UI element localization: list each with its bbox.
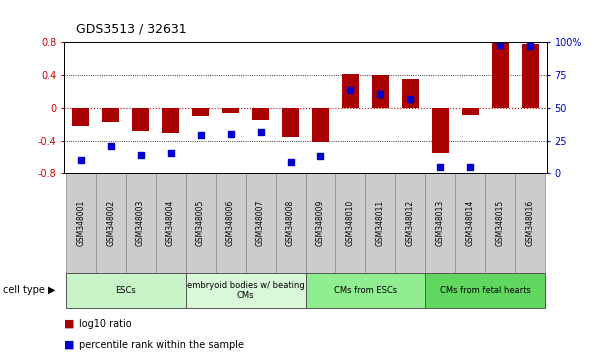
Bar xyxy=(395,173,425,273)
Text: GSM348014: GSM348014 xyxy=(466,200,475,246)
Bar xyxy=(133,108,149,131)
Bar xyxy=(515,173,546,273)
Point xyxy=(285,159,295,165)
Bar xyxy=(402,79,419,108)
Point xyxy=(225,131,235,137)
Point xyxy=(376,91,386,96)
Bar xyxy=(65,173,96,273)
Bar xyxy=(186,273,306,308)
Text: GSM348012: GSM348012 xyxy=(406,200,415,246)
Bar xyxy=(372,75,389,108)
Point xyxy=(106,143,115,149)
Bar xyxy=(192,108,209,116)
Bar xyxy=(282,108,299,137)
Bar xyxy=(276,173,306,273)
Bar xyxy=(425,273,546,308)
Bar xyxy=(96,173,126,273)
Text: ■: ■ xyxy=(64,340,75,350)
Point xyxy=(525,44,535,49)
Text: CMs from fetal hearts: CMs from fetal hearts xyxy=(440,286,531,295)
Text: GSM348002: GSM348002 xyxy=(106,200,115,246)
Bar xyxy=(306,273,425,308)
Text: ESCs: ESCs xyxy=(115,286,136,295)
Point xyxy=(136,152,145,158)
Text: GDS3513 / 32631: GDS3513 / 32631 xyxy=(76,22,187,35)
Bar xyxy=(72,108,89,126)
Bar xyxy=(186,173,216,273)
Point xyxy=(436,164,445,170)
Bar xyxy=(65,273,186,308)
Text: ■: ■ xyxy=(64,319,75,329)
Bar xyxy=(462,108,478,115)
Bar xyxy=(312,108,329,142)
Text: GSM348007: GSM348007 xyxy=(256,200,265,246)
Text: GSM348015: GSM348015 xyxy=(496,200,505,246)
Bar xyxy=(335,173,365,273)
Bar xyxy=(485,173,515,273)
Bar xyxy=(216,173,246,273)
Point xyxy=(316,154,326,159)
Bar xyxy=(222,108,239,113)
Bar xyxy=(432,108,448,153)
Bar xyxy=(103,108,119,122)
Bar xyxy=(425,173,455,273)
Text: GSM348004: GSM348004 xyxy=(166,200,175,246)
Text: percentile rank within the sample: percentile rank within the sample xyxy=(79,340,244,350)
Bar xyxy=(492,42,508,108)
Text: CMs from ESCs: CMs from ESCs xyxy=(334,286,397,295)
Point xyxy=(346,87,356,92)
Bar xyxy=(522,44,539,108)
Text: cell type ▶: cell type ▶ xyxy=(3,285,56,295)
Bar xyxy=(365,173,395,273)
Bar xyxy=(306,173,335,273)
Point xyxy=(255,129,265,135)
Bar xyxy=(163,108,179,132)
Bar xyxy=(126,173,156,273)
Bar xyxy=(246,173,276,273)
Bar xyxy=(252,108,269,120)
Text: GSM348011: GSM348011 xyxy=(376,200,385,246)
Text: GSM348013: GSM348013 xyxy=(436,200,445,246)
Text: GSM348010: GSM348010 xyxy=(346,200,355,246)
Text: GSM348009: GSM348009 xyxy=(316,200,325,246)
Text: log10 ratio: log10 ratio xyxy=(79,319,132,329)
Bar xyxy=(342,74,359,108)
Bar xyxy=(156,173,186,273)
Text: GSM348006: GSM348006 xyxy=(226,200,235,246)
Point xyxy=(166,150,175,155)
Text: GSM348008: GSM348008 xyxy=(286,200,295,246)
Text: GSM348003: GSM348003 xyxy=(136,200,145,246)
Point xyxy=(466,164,475,170)
Point xyxy=(76,158,86,163)
Text: GSM348001: GSM348001 xyxy=(76,200,85,246)
Point xyxy=(496,42,505,48)
Text: GSM348005: GSM348005 xyxy=(196,200,205,246)
Point xyxy=(196,133,205,138)
Bar xyxy=(455,173,485,273)
Text: embryoid bodies w/ beating
CMs: embryoid bodies w/ beating CMs xyxy=(187,281,304,300)
Point xyxy=(406,96,415,102)
Text: GSM348016: GSM348016 xyxy=(526,200,535,246)
